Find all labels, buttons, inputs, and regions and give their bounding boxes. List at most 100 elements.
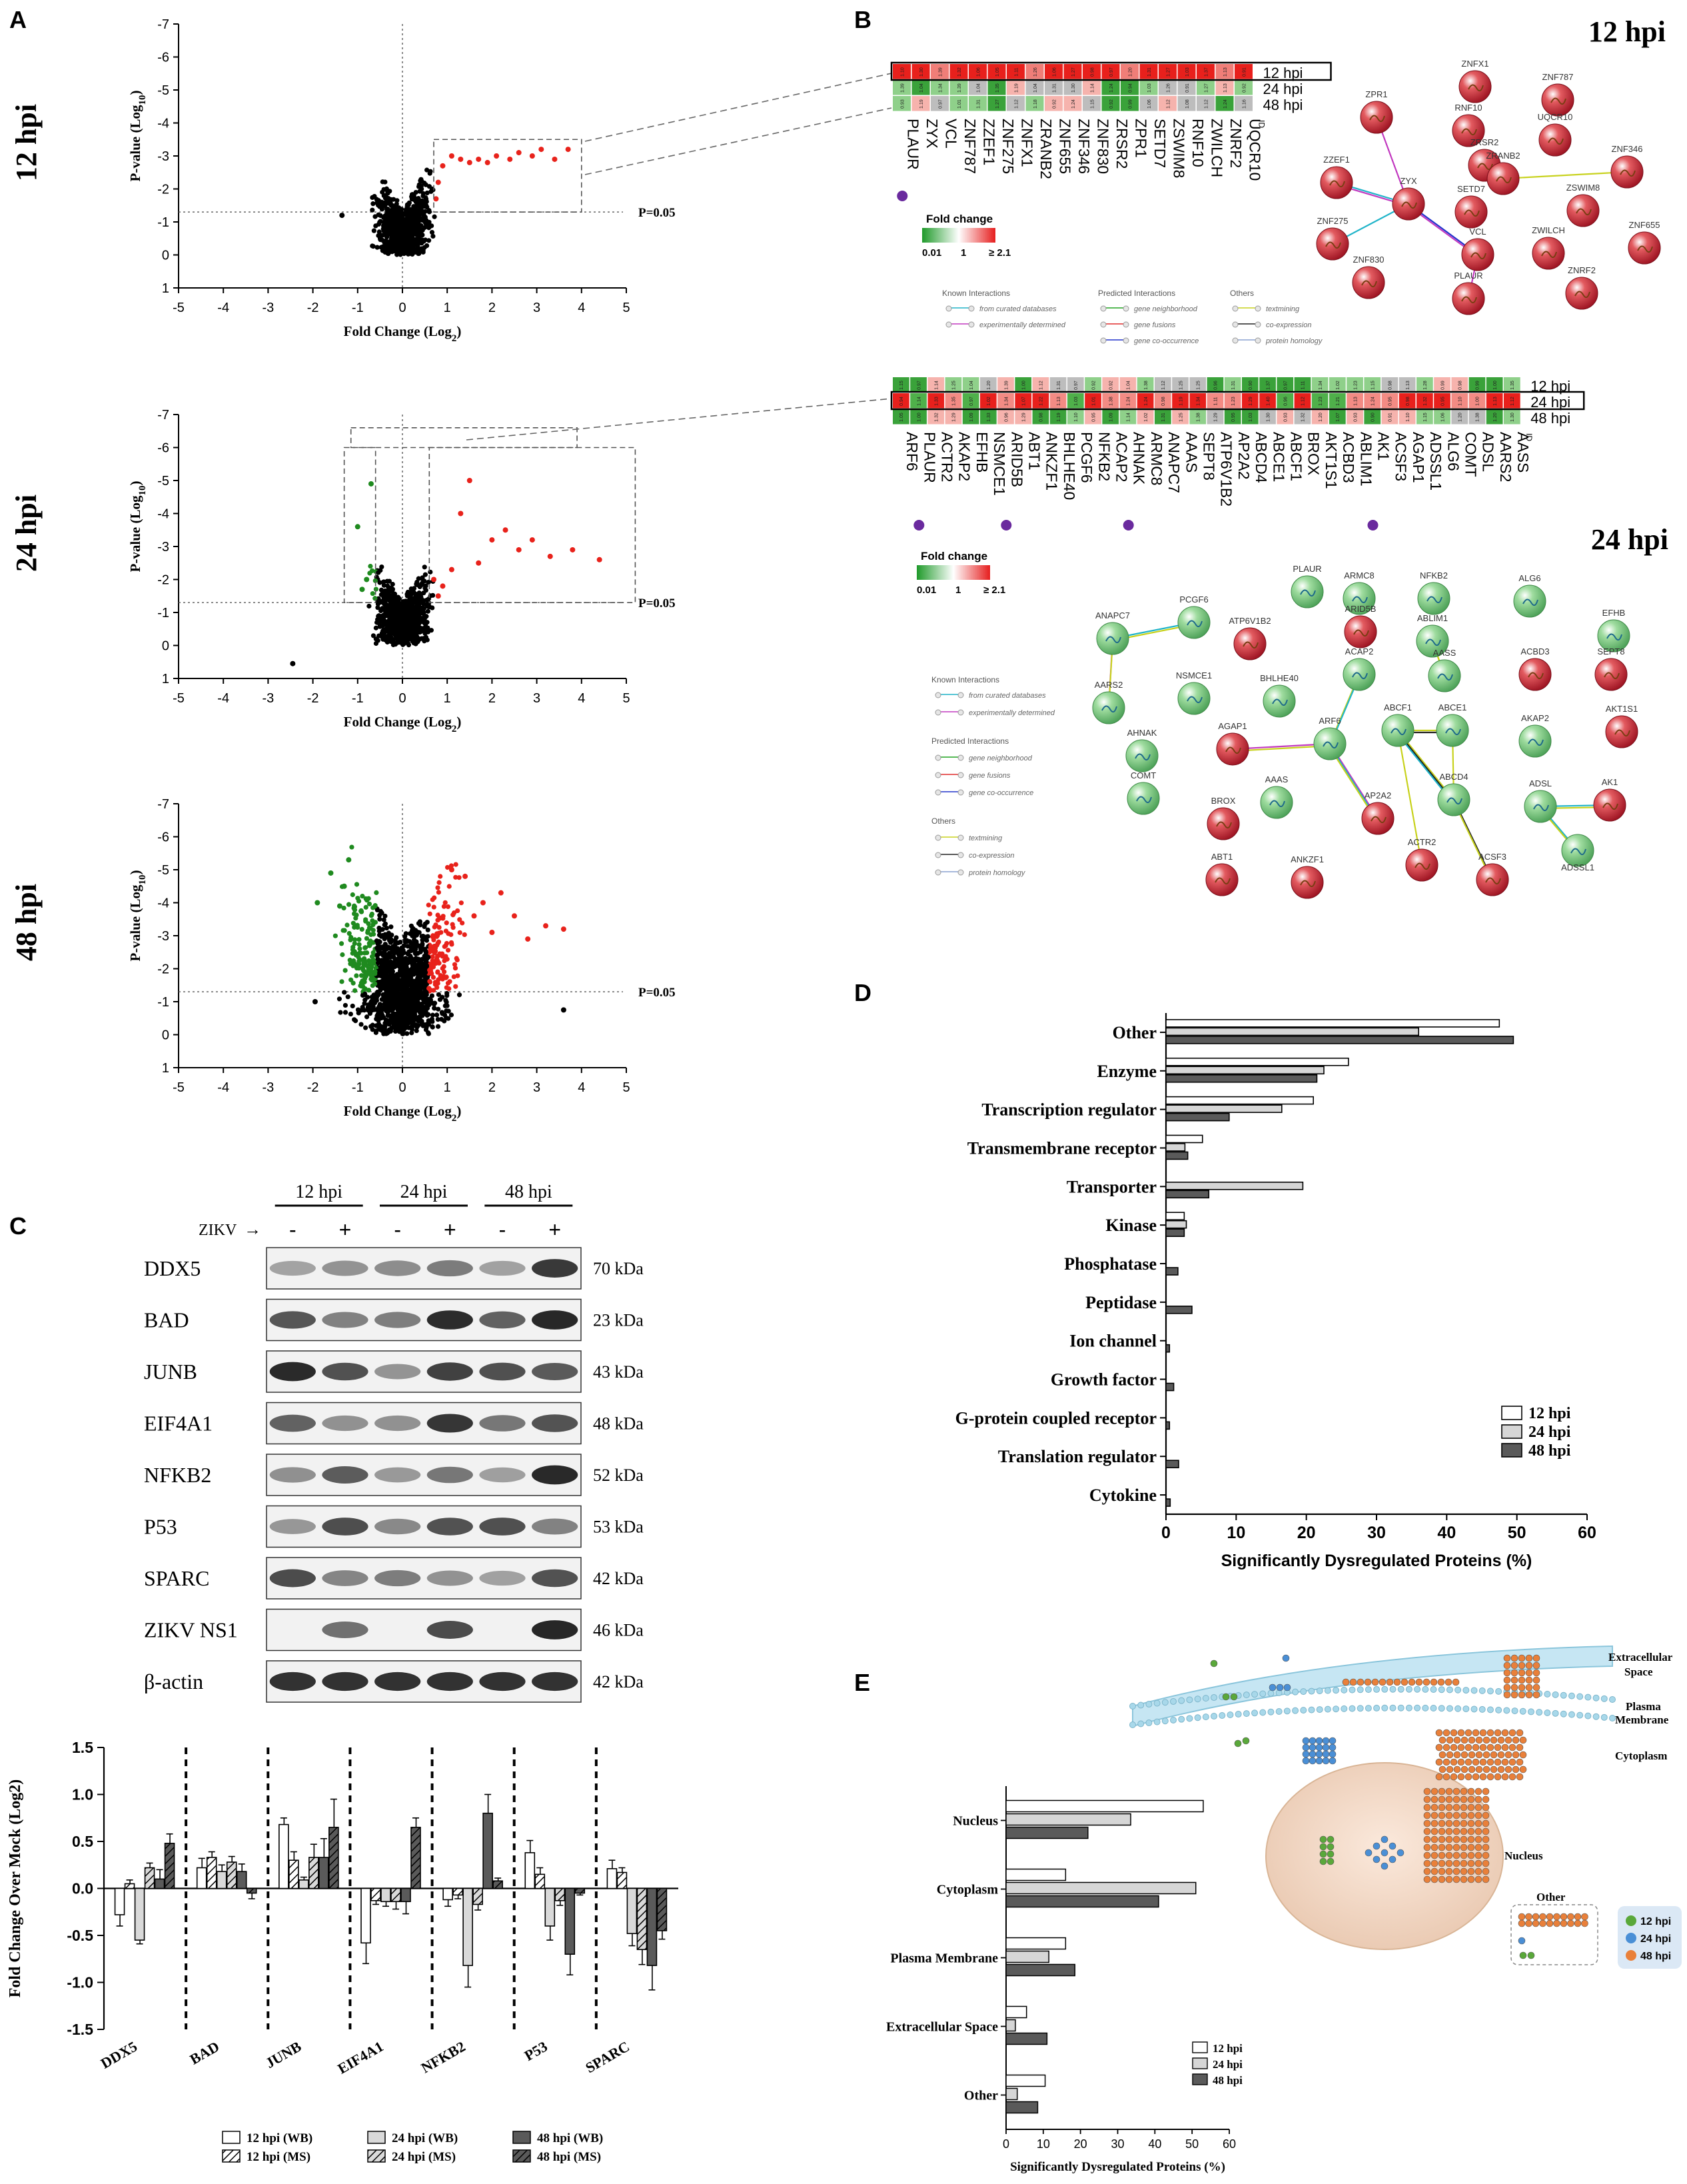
heatmap-cell-value: 1.21 <box>1336 397 1341 406</box>
protein-dot-48 <box>1519 1736 1527 1744</box>
protein-dot-48 <box>1423 1803 1431 1811</box>
data-point <box>394 999 400 1004</box>
data-point <box>443 975 448 980</box>
heatmap-cell-value: 1.14 <box>917 397 921 406</box>
lipid-head <box>1462 1687 1470 1694</box>
data-point <box>466 159 472 165</box>
data-point <box>410 604 416 609</box>
data-point <box>405 634 410 640</box>
protein-structure-icon <box>1371 816 1387 824</box>
data-point <box>395 623 400 628</box>
molecular-weight: 70 kDa <box>593 1259 644 1278</box>
data-point <box>370 918 375 924</box>
lipid-head <box>1170 1716 1177 1723</box>
network-node-label: SETD7 <box>1457 184 1485 194</box>
data-point <box>356 958 362 964</box>
protein-dot-48 <box>1423 1851 1431 1859</box>
lipid-head <box>1275 1707 1283 1715</box>
data-point <box>388 1027 393 1032</box>
heatmap-cell-value: 0.98 <box>1161 397 1166 406</box>
data-point <box>507 156 513 162</box>
data-point <box>422 572 428 577</box>
x-axis-title: Fold Change (Log2) <box>344 323 462 344</box>
heatmap-cell-value: 1.13 <box>1406 381 1410 390</box>
bar <box>1165 1212 1185 1220</box>
legend-swatch <box>222 2149 241 2163</box>
data-point <box>430 1019 435 1024</box>
y-tick-label: 1 <box>162 672 169 686</box>
data-point <box>416 608 421 614</box>
heatmap-cell-value: 0.91 <box>1389 413 1393 422</box>
blot-band <box>426 1310 473 1330</box>
lipid-head <box>1470 1705 1478 1713</box>
protein-dot-24 <box>1315 1737 1323 1745</box>
category-label: SPARC <box>582 2038 632 2077</box>
data-point <box>432 895 437 900</box>
heatmap-cell <box>1451 409 1468 425</box>
y-tick-label: -7 <box>157 408 169 423</box>
data-point <box>377 236 383 241</box>
data-point <box>374 245 380 250</box>
edge-node <box>935 754 941 761</box>
data-point <box>332 933 338 938</box>
legend-entry: gene fusions <box>1134 321 1176 329</box>
heatmap-cell <box>987 80 1006 95</box>
heatmap-cell <box>1015 377 1032 393</box>
heatmap-cell <box>997 393 1014 409</box>
x-tick-label: -1 <box>352 1080 364 1095</box>
data-point <box>409 1026 415 1032</box>
heatmap-cell-value: 0.92 <box>1109 381 1114 390</box>
heatmap-gene-label: ALG6 <box>1444 432 1462 471</box>
heatmap-cell-value: 1.10 <box>1458 397 1463 406</box>
heatmap-cell-value: 0.92 <box>1109 99 1114 109</box>
heatmap-cell <box>893 377 909 393</box>
data-point <box>431 904 436 910</box>
lipid-head <box>1544 1690 1551 1697</box>
selection-box <box>350 427 578 449</box>
protein-structure-icon <box>1352 596 1368 604</box>
data-point <box>388 604 393 610</box>
data-point <box>451 974 456 980</box>
data-point <box>426 222 431 228</box>
data-point <box>404 981 410 986</box>
blot-band <box>269 1519 316 1534</box>
protein-name: SPARC <box>144 1566 209 1590</box>
data-point <box>435 179 441 185</box>
data-point <box>410 966 415 971</box>
heatmap-cell <box>1347 377 1363 393</box>
data-point <box>414 1028 419 1034</box>
data-point <box>543 923 549 929</box>
lipid-head <box>1170 1697 1177 1705</box>
legend-heading: Known Interactions <box>931 675 999 684</box>
heatmap-gene-label: ZNF275 <box>999 119 1017 174</box>
protein-dot-48 <box>1494 1729 1502 1737</box>
heatmap-cell <box>962 377 979 393</box>
lipid-head <box>1365 1705 1372 1712</box>
blot-strip <box>266 1402 582 1445</box>
data-point <box>389 1017 394 1022</box>
data-point <box>516 150 522 156</box>
data-point <box>378 970 384 976</box>
protein-dot-48 <box>1423 1827 1431 1835</box>
bar <box>534 1873 546 1889</box>
data-point <box>358 909 364 914</box>
heatmap-cell <box>1121 80 1139 95</box>
lipid-head <box>1153 1699 1161 1707</box>
protein-dot-48 <box>1474 1859 1482 1867</box>
lipid-head <box>1414 1685 1421 1693</box>
data-point <box>374 998 379 1003</box>
heatmap-gene-label: NSMCE1 <box>991 432 1008 496</box>
heatmap-cell <box>1329 393 1346 409</box>
y-tick-label: -2 <box>157 573 169 588</box>
blot-band <box>479 1415 526 1432</box>
data-point <box>378 219 383 224</box>
network-node-label: ANKZF1 <box>1291 854 1324 864</box>
protein-dot-48 <box>1475 1765 1483 1773</box>
data-point <box>425 629 431 634</box>
data-point <box>476 156 482 162</box>
y-tick-label: -7 <box>157 797 169 812</box>
data-point <box>392 228 398 233</box>
data-point <box>416 943 421 948</box>
heatmap-cell-value: 1.20 <box>1319 413 1323 422</box>
